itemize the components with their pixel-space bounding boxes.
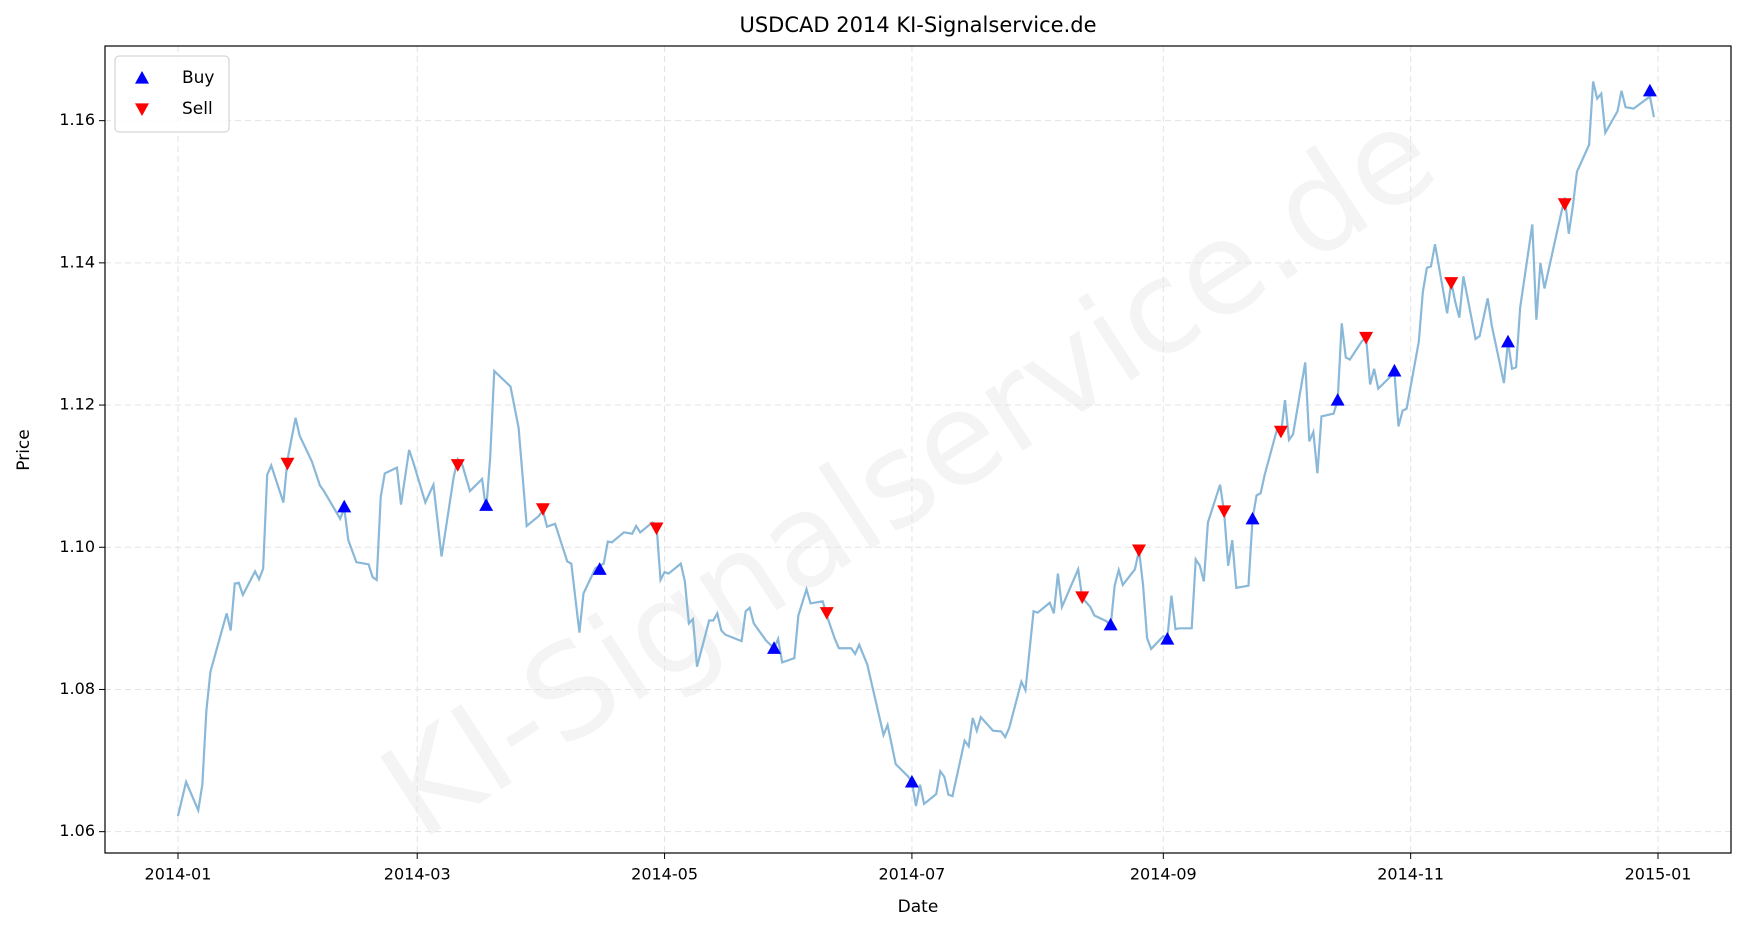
x-tick-label: 2014-01 bbox=[145, 865, 212, 884]
signal-marker bbox=[904, 774, 919, 788]
x-tick-label: 2014-05 bbox=[631, 865, 698, 884]
signal-marker bbox=[1387, 363, 1402, 377]
y-tick-label: 1.08 bbox=[59, 679, 95, 698]
y-tick-label: 1.16 bbox=[59, 110, 95, 129]
y-tick-label: 1.14 bbox=[59, 252, 95, 271]
y-axis-label: Price bbox=[14, 429, 34, 470]
price-line bbox=[176, 81, 1656, 817]
signal-marker bbox=[1217, 505, 1232, 519]
legend-marker bbox=[135, 103, 149, 116]
signal-marker bbox=[1131, 544, 1146, 558]
signal-marker bbox=[337, 499, 352, 513]
signal-marker bbox=[535, 503, 550, 516]
signal-marker bbox=[1075, 591, 1090, 605]
signal-marker bbox=[767, 641, 782, 654]
signal-marker bbox=[1642, 83, 1657, 97]
signal-marker bbox=[819, 607, 834, 620]
signal-marker bbox=[1273, 425, 1288, 439]
x-axis-label: Date bbox=[898, 897, 939, 917]
x-tick-label: 2014-03 bbox=[384, 865, 451, 884]
signal-marker bbox=[450, 459, 465, 472]
y-tick-label: 1.10 bbox=[59, 537, 95, 556]
x-tick-label: 2014-11 bbox=[1377, 865, 1444, 884]
legend-label: Buy bbox=[182, 68, 215, 88]
signal-marker bbox=[592, 562, 607, 575]
signal-marker bbox=[1330, 393, 1345, 406]
signal-marker bbox=[479, 498, 494, 511]
x-tick-label: 2015-01 bbox=[1625, 865, 1692, 884]
signal-marker bbox=[649, 522, 664, 536]
signal-marker bbox=[1359, 331, 1374, 345]
x-tick-label: 2014-07 bbox=[878, 865, 945, 884]
signal-marker bbox=[1444, 277, 1459, 290]
signal-marker bbox=[1160, 631, 1175, 645]
y-tick-label: 1.12 bbox=[59, 395, 95, 414]
signal-marker bbox=[1103, 617, 1118, 631]
x-tick-label: 2014-09 bbox=[1130, 865, 1197, 884]
plot-frame bbox=[104, 45, 1732, 854]
y-tick-label: 1.06 bbox=[59, 821, 95, 840]
legend-marker bbox=[135, 71, 149, 84]
signal-marker bbox=[280, 457, 295, 471]
chart-title: USDCAD 2014 KI-Signalservice.de bbox=[739, 13, 1096, 37]
signal-marker bbox=[1557, 198, 1572, 211]
signal-marker bbox=[1245, 511, 1260, 525]
legend-label: Sell bbox=[182, 99, 213, 119]
signal-marker bbox=[1500, 334, 1515, 348]
